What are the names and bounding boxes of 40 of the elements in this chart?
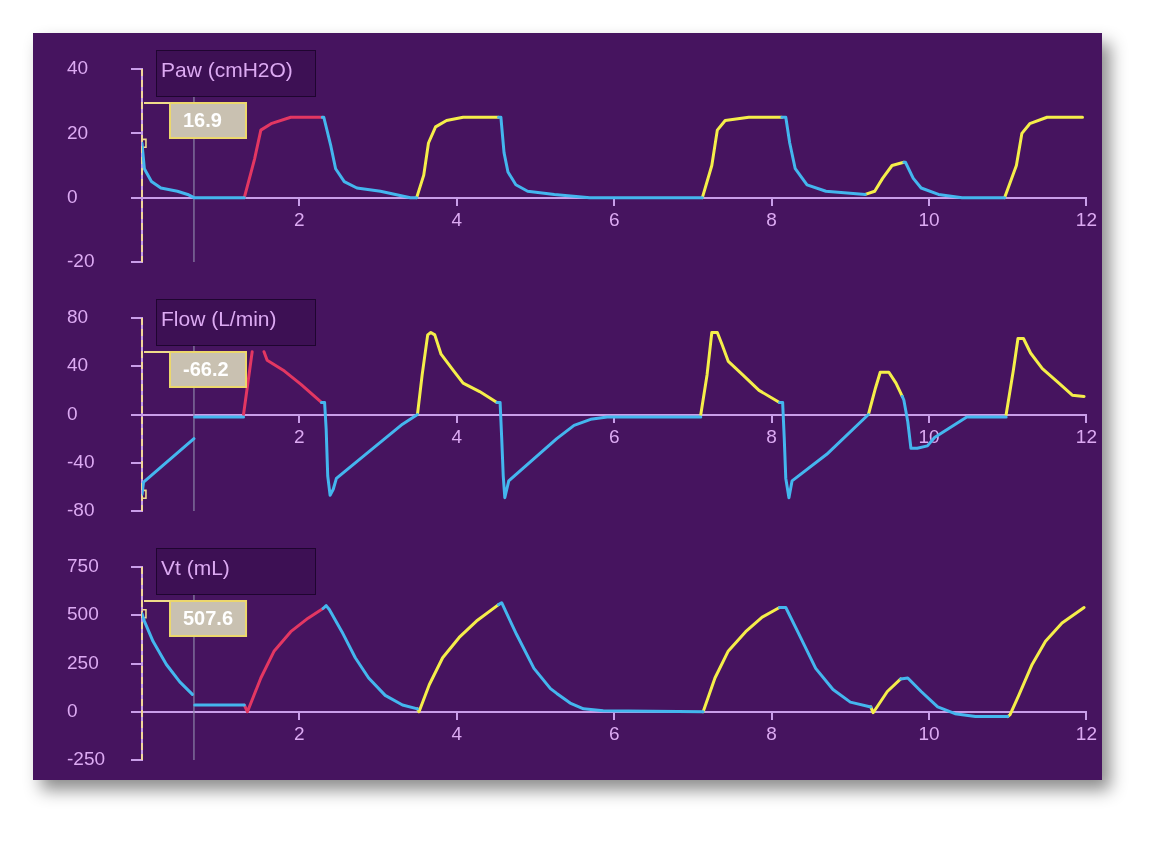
chart-title: Paw (cmH2O) [161,58,293,82]
x-tick-label: 12 [1075,426,1097,448]
y-tick-label: -20 [67,250,95,272]
x-tick-label: 8 [766,209,777,231]
x-tick-label: 2 [294,209,305,231]
y-tick-label: 750 [67,555,99,577]
y-tick-label: 500 [67,603,99,625]
chart-title: Vt (mL) [161,556,230,580]
y-tick-label: 20 [67,121,89,143]
x-tick-label: 4 [451,723,463,745]
y-tick-label: 40 [67,354,89,376]
y-tick-label: -250 [67,748,106,770]
x-tick-label: 12 [1075,209,1097,231]
annotation: -66.2 [183,358,229,381]
label-box: Vt (mL) [156,548,316,595]
y-tick-label: -40 [67,450,95,472]
x-tick-label: 10 [918,723,940,745]
label-box: Flow (L/min) [156,299,316,346]
x-tick-label: 6 [608,723,620,745]
x-tick-label: 8 [766,723,777,745]
x-tick-label: 10 [918,209,940,231]
x-tick-label: 4 [451,426,463,448]
x-tick-label: 4 [451,209,463,231]
x-tick-label: 2 [294,723,305,745]
x-tick-label: 12 [1075,723,1097,745]
y-tick-label: 250 [67,651,99,673]
annotation: 16.9 [183,109,222,132]
y-tick-label: -80 [67,499,95,521]
y-tick-label: 0 [67,185,78,207]
x-tick-label: 6 [608,209,620,231]
x-tick-label: 8 [766,426,777,448]
y-tick-label: 0 [67,402,78,424]
label-box: Paw (cmH2O) [156,50,316,97]
y-tick-label: 40 [67,57,89,79]
y-tick-label: 0 [67,699,78,721]
x-tick-label: 6 [608,426,620,448]
x-tick-label: 2 [294,426,305,448]
chart-title: Flow (L/min) [161,307,277,331]
y-tick-label: 80 [67,306,89,328]
annotation: 507.6 [183,607,234,630]
